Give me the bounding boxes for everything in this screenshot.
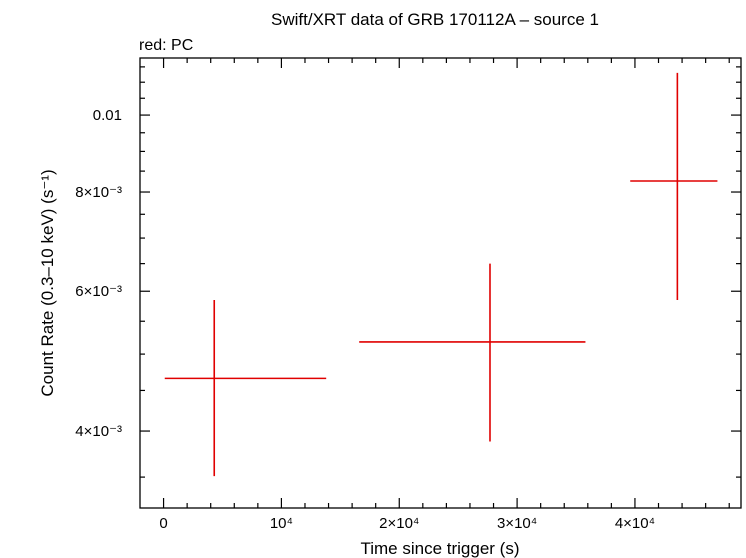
- data-point: [630, 72, 718, 300]
- y-tick-label: 6×10⁻³: [75, 283, 122, 300]
- x-axis-label: Time since trigger (s): [360, 539, 519, 558]
- y-tick-label: 0.01: [93, 107, 122, 124]
- y-axis: 4×10⁻³ 6×10⁻³ 8×10⁻³ 0.01: [75, 66, 741, 478]
- x-tick-label: 3×10⁴: [497, 515, 537, 532]
- plot-frame: [139, 57, 742, 509]
- data-point: [359, 263, 586, 442]
- y-tick-label: 8×10⁻³: [75, 184, 122, 201]
- y-axis-label: Count Rate (0.3–10 keV) (s⁻¹): [38, 169, 57, 396]
- data-point: [164, 299, 327, 477]
- x-tick-label: 4×10⁴: [615, 515, 655, 532]
- data-points: [164, 72, 718, 477]
- x-tick-label: 0: [159, 515, 167, 532]
- x-tick-label: 10⁴: [270, 515, 293, 532]
- legend-text: red: PC: [139, 37, 193, 54]
- y-tick-label: 4×10⁻³: [75, 423, 122, 440]
- x-axis: 0 10⁴ 2×10⁴ 3×10⁴ 4×10⁴: [159, 58, 730, 532]
- x-tick-label: 2×10⁴: [379, 515, 419, 532]
- chart-title: Swift/XRT data of GRB 170112A – source 1: [271, 10, 599, 29]
